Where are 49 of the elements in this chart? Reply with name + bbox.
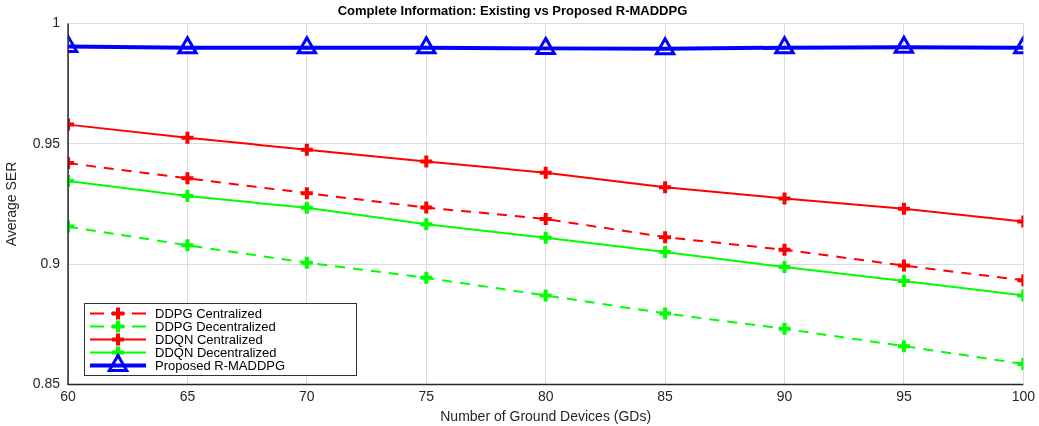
point [537,164,554,181]
legend-label: DDPG Centralized [155,306,262,322]
point [418,216,435,233]
point [179,170,196,187]
chart-title: Complete Information: Existing vs Proposed R-MADDPG [337,3,688,19]
point [776,190,793,207]
y-tick-label: 0.9 [40,254,61,271]
y-tick-label: 1 [52,14,61,31]
point [893,35,915,54]
point [535,36,556,55]
point [776,320,793,337]
point [657,229,674,246]
point [537,229,554,246]
x-tick-label: 100 [1011,387,1036,404]
y-axis-title: Average SER [3,161,20,247]
point [298,185,315,202]
point [296,36,318,55]
x-tick-label: 65 [179,387,196,404]
point [177,36,198,55]
point [179,237,196,254]
legend-label: DDPG Decentralized [155,319,276,335]
x-tick-label: 85 [657,387,674,404]
point [418,199,435,216]
point [657,305,674,322]
point [418,269,435,286]
point [895,257,912,274]
point [657,179,674,196]
x-tick-label: 60 [60,387,77,404]
point [418,153,435,170]
y-tick-label: 0.85 [32,375,61,392]
point [179,129,196,146]
x-tick-label: 95 [896,387,912,404]
x-tick-label: 80 [537,387,554,404]
x-tick-label: 70 [299,387,315,404]
point [416,36,437,55]
x-axis-title: Number of Ground Devices (GDs) [440,408,652,425]
legend-label: DDQN Centralized [155,332,263,348]
point [298,199,315,216]
point [298,254,315,271]
y-tick-label: 0.95 [32,134,61,151]
point [895,338,912,355]
point [298,141,315,158]
point [537,287,554,304]
point [774,36,795,55]
point [654,37,676,56]
point [895,200,912,217]
x-tick-label: 75 [418,387,435,404]
x-tick-label: 90 [776,387,793,404]
point [776,241,793,258]
